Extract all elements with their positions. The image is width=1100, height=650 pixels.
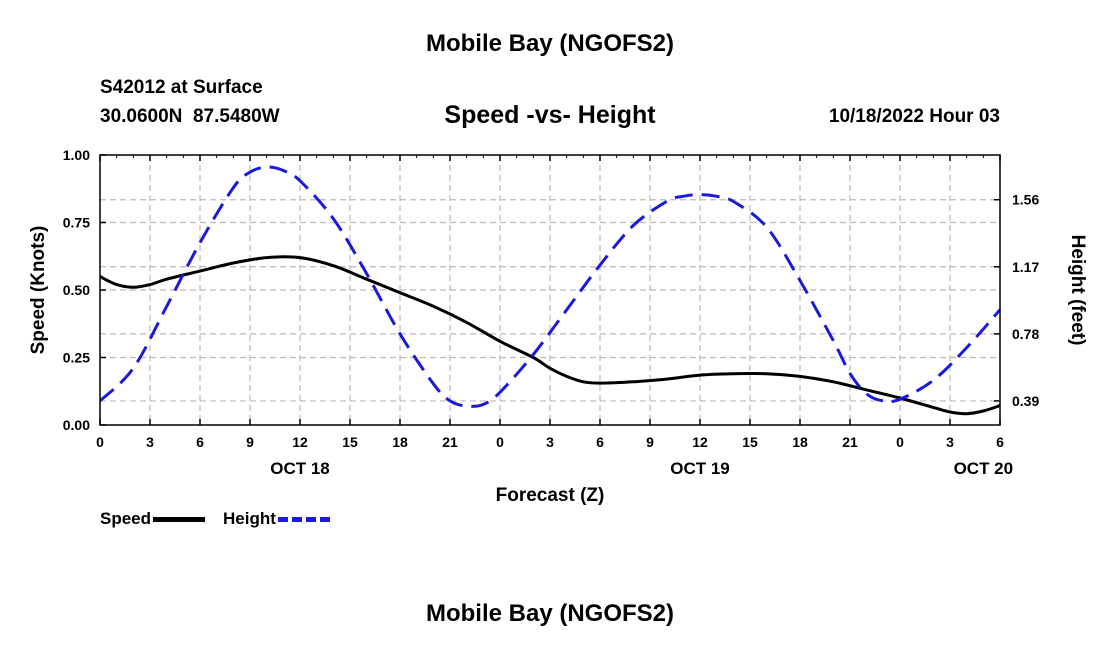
x-tick-label: 21 <box>842 434 858 450</box>
x-tick-label: 6 <box>196 434 204 450</box>
x-tick-label: 18 <box>392 434 408 450</box>
y2-tick-label: 1.56 <box>1012 192 1039 208</box>
station-label: S42012 at Surface <box>100 77 263 98</box>
x-tick-label: 12 <box>692 434 708 450</box>
y2-tick-label: 0.78 <box>1012 326 1039 342</box>
x-tick-label: 6 <box>596 434 604 450</box>
legend-label-speed: Speed <box>100 509 152 528</box>
y-tick-label: 0.50 <box>63 282 90 298</box>
x-tick-label: 3 <box>546 434 554 450</box>
x-tick-label: 9 <box>246 434 254 450</box>
chart-legend: Speed Height <box>100 509 348 529</box>
series-line-height <box>98 165 1002 408</box>
x-day-label: OCT 18 <box>270 459 330 478</box>
series-line-speed <box>99 255 1001 416</box>
y-tick-label: 1.00 <box>63 147 90 163</box>
x-tick-label: 0 <box>496 434 504 450</box>
series-layer <box>98 165 1002 416</box>
y2-tick-label: 1.17 <box>1012 259 1039 275</box>
x-tick-label: 9 <box>646 434 654 450</box>
axes-layer: 0 3 6 9 12 15 18 21 0 3 6 9 12 15 18 21 0 3 6 0.00 0.25 0.50 0… <box>63 147 1040 478</box>
x-tick-label: 0 <box>96 434 104 450</box>
y-axis-label: Speed (Knots) <box>28 226 49 355</box>
y-tick-label: 0.25 <box>63 350 90 366</box>
legend-item-speed: Speed <box>100 509 206 529</box>
x-tick-label: 21 <box>442 434 458 450</box>
legend-label-height: Height <box>223 509 276 528</box>
legend-swatch-speed <box>153 516 206 522</box>
x-axis-label: Forecast (Z) <box>496 485 605 506</box>
chart-subtitle: Speed -vs- Height <box>444 101 656 129</box>
x-tick-label: 6 <box>996 434 1004 450</box>
x-day-label: OCT 20 <box>954 459 1014 478</box>
y-tick-label: 0.00 <box>63 417 90 433</box>
station-coordinates: 30.0600N 87.5480W <box>100 106 280 127</box>
plot-frame <box>99 154 1001 426</box>
forecast-datetime: 10/18/2022 Hour 03 <box>828 106 1000 127</box>
y2-tick-label: 0.39 <box>1012 393 1039 409</box>
grid-layer <box>100 155 1000 425</box>
x-tick-label: 3 <box>146 434 154 450</box>
footer-title: Mobile Bay (NGOFS2) <box>425 600 675 627</box>
x-tick-label: 15 <box>342 434 358 450</box>
x-tick-label: 3 <box>946 434 954 450</box>
y2-axis-label: Height (feet) <box>1067 235 1088 346</box>
legend-item-height: Height <box>223 509 330 529</box>
x-day-label: OCT 19 <box>670 459 730 478</box>
chart-main-title: Mobile Bay (NGOFS2) <box>425 30 675 57</box>
x-tick-label: 0 <box>896 434 904 450</box>
x-tick-label: 18 <box>792 434 808 450</box>
x-tick-label: 15 <box>742 434 758 450</box>
x-tick-label: 12 <box>292 434 308 450</box>
y-tick-label: 0.75 <box>63 215 90 231</box>
legend-swatch-height <box>277 516 330 522</box>
